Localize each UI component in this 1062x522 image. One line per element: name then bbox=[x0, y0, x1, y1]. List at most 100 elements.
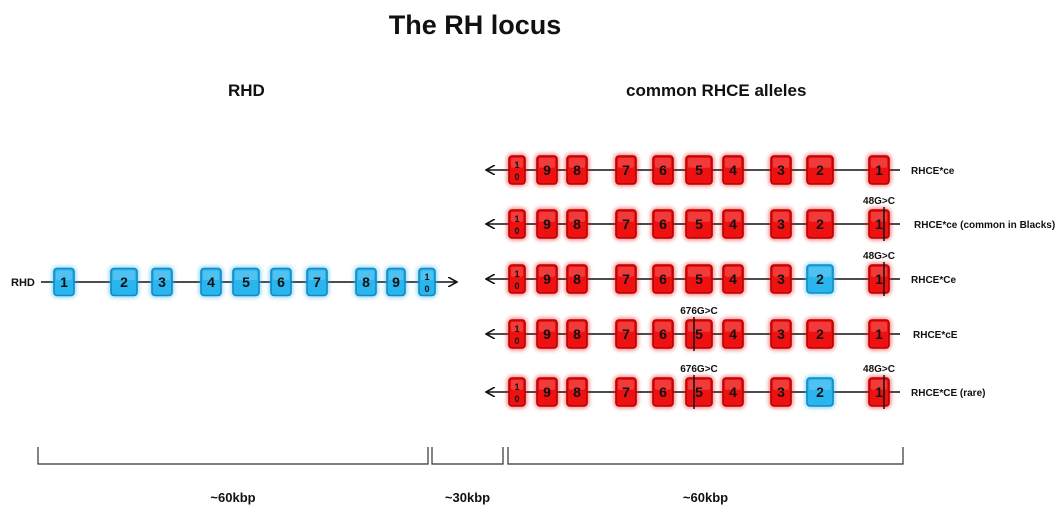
rhce-exon-8: 8 bbox=[565, 263, 589, 295]
rhce-exon-1: 1 bbox=[867, 154, 891, 186]
rhce-heading: common RHCE alleles bbox=[626, 81, 807, 100]
exon-label: 5 bbox=[695, 216, 703, 232]
exon-label: 9 bbox=[543, 162, 551, 178]
rhce-exon-6: 6 bbox=[651, 318, 675, 350]
exon-label: 1 bbox=[875, 216, 883, 232]
rhce-exon-9: 9 bbox=[535, 263, 559, 295]
rhce-exon-4: 4 bbox=[721, 208, 745, 240]
diagram-title: The RH locus bbox=[388, 10, 562, 40]
mutation-label: 676G>C bbox=[680, 306, 718, 317]
rhce-exon-7: 7 bbox=[614, 318, 638, 350]
rhd-exon-6: 6 bbox=[269, 266, 293, 298]
exon-label: 2 bbox=[120, 274, 128, 290]
rhd-exon-1: 1 bbox=[52, 266, 76, 298]
exon-label: 8 bbox=[573, 384, 581, 400]
mutation-label: 48G>C bbox=[863, 196, 895, 207]
exon-label: 9 bbox=[543, 271, 551, 287]
rhd-exon-2: 2 bbox=[109, 266, 139, 298]
exon-label: 9 bbox=[392, 274, 400, 290]
spacer-size-bracket-label: ~30kbp bbox=[445, 490, 490, 505]
rhd-exon-8: 8 bbox=[354, 266, 378, 298]
exon-label: 4 bbox=[207, 274, 215, 290]
rhce-exon-6: 6 bbox=[651, 263, 675, 295]
exon-label: 8 bbox=[573, 162, 581, 178]
rhce-exon-9: 9 bbox=[535, 376, 559, 408]
exon-label: 1 bbox=[875, 384, 883, 400]
rhce-exon-5: 5 bbox=[684, 318, 714, 350]
exon-label: 0 bbox=[514, 336, 519, 346]
rhd-size-bracket: ~60kbp bbox=[37, 447, 429, 505]
rhce-exon-5: 5 bbox=[684, 208, 714, 240]
exon-label: 1 bbox=[60, 274, 68, 290]
rhce-size-bracket-label: ~60kbp bbox=[683, 490, 728, 505]
rhce-exon-3: 3 bbox=[769, 154, 793, 186]
exon-label: 3 bbox=[777, 271, 785, 287]
exon-label: 8 bbox=[573, 326, 581, 342]
rhce-exon-7: 7 bbox=[614, 263, 638, 295]
rhce-exon-3: 3 bbox=[769, 208, 793, 240]
rhce-exon-9: 9 bbox=[535, 208, 559, 240]
rhce-exon-8: 8 bbox=[565, 154, 589, 186]
rhd-exon-5: 5 bbox=[231, 266, 261, 298]
rhce-exon-2: 2 bbox=[805, 376, 835, 408]
exon-label: 0 bbox=[514, 172, 519, 182]
rhd-exon-10: 10 bbox=[417, 266, 437, 298]
exon-label: 5 bbox=[695, 384, 703, 400]
exon-label: 7 bbox=[313, 274, 321, 290]
exon-label: 1 bbox=[514, 269, 519, 279]
exon-label: 7 bbox=[622, 216, 630, 232]
rhd-exon-7: 7 bbox=[305, 266, 329, 298]
mutation-label: 48G>C bbox=[863, 364, 895, 375]
rhce-exon-1: 1 bbox=[867, 318, 891, 350]
rhce-exon-6: 6 bbox=[651, 376, 675, 408]
exon-label: 3 bbox=[777, 384, 785, 400]
rhce-exon-8: 8 bbox=[565, 318, 589, 350]
exon-label: 8 bbox=[573, 271, 581, 287]
mutation-label: 676G>C bbox=[680, 364, 718, 375]
rhce-allele-name: RHCE*ce bbox=[911, 166, 955, 177]
exon-label: 7 bbox=[622, 162, 630, 178]
exon-label: 1 bbox=[875, 162, 883, 178]
rhce-exon-2: 2 bbox=[805, 208, 835, 240]
exon-label: 6 bbox=[659, 326, 667, 342]
rhce-exon-9: 9 bbox=[535, 318, 559, 350]
rhce-exon-7: 7 bbox=[614, 376, 638, 408]
exon-label: 5 bbox=[695, 162, 703, 178]
rhce-exon-9: 9 bbox=[535, 154, 559, 186]
rhce-exon-10: 10 bbox=[507, 208, 527, 240]
rhce-exon-4: 4 bbox=[721, 318, 745, 350]
rhce-exon-3: 3 bbox=[769, 318, 793, 350]
exon-label: 1 bbox=[424, 272, 429, 282]
exon-label: 6 bbox=[659, 162, 667, 178]
exon-label: 4 bbox=[729, 162, 737, 178]
exon-label: 2 bbox=[816, 326, 824, 342]
rhce-exon-5: 5 bbox=[684, 376, 714, 408]
mutation-label: 48G>C bbox=[863, 251, 895, 262]
rhce-exon-4: 4 bbox=[721, 376, 745, 408]
rhce-allele-name: RHCE*Ce bbox=[911, 275, 956, 286]
exon-label: 3 bbox=[777, 326, 785, 342]
exon-label: 4 bbox=[729, 271, 737, 287]
exon-label: 5 bbox=[695, 326, 703, 342]
exon-label: 6 bbox=[277, 274, 285, 290]
rhce-exon-2: 2 bbox=[805, 263, 835, 295]
exon-label: 5 bbox=[695, 271, 703, 287]
rhce-allele-name: RHCE*CE (rare) bbox=[911, 388, 985, 399]
exon-label: 0 bbox=[514, 394, 519, 404]
exon-label: 2 bbox=[816, 271, 824, 287]
exon-label: 2 bbox=[816, 162, 824, 178]
exon-label: 0 bbox=[424, 284, 429, 294]
rhce-allele-row: 10 9 8 7 6 5 4 3 2 1 RHCE*ce bbox=[487, 154, 955, 186]
exon-label: 2 bbox=[816, 384, 824, 400]
exon-label: 9 bbox=[543, 384, 551, 400]
exon-label: 1 bbox=[514, 324, 519, 334]
rhce-size-bracket: ~60kbp bbox=[507, 447, 904, 505]
spacer-size-bracket: ~30kbp bbox=[431, 447, 504, 505]
exon-label: 0 bbox=[514, 281, 519, 291]
rhce-allele-name: RHCE*cE bbox=[913, 330, 958, 341]
rhd-gene-label: RHD bbox=[11, 277, 35, 289]
exon-label: 9 bbox=[543, 216, 551, 232]
